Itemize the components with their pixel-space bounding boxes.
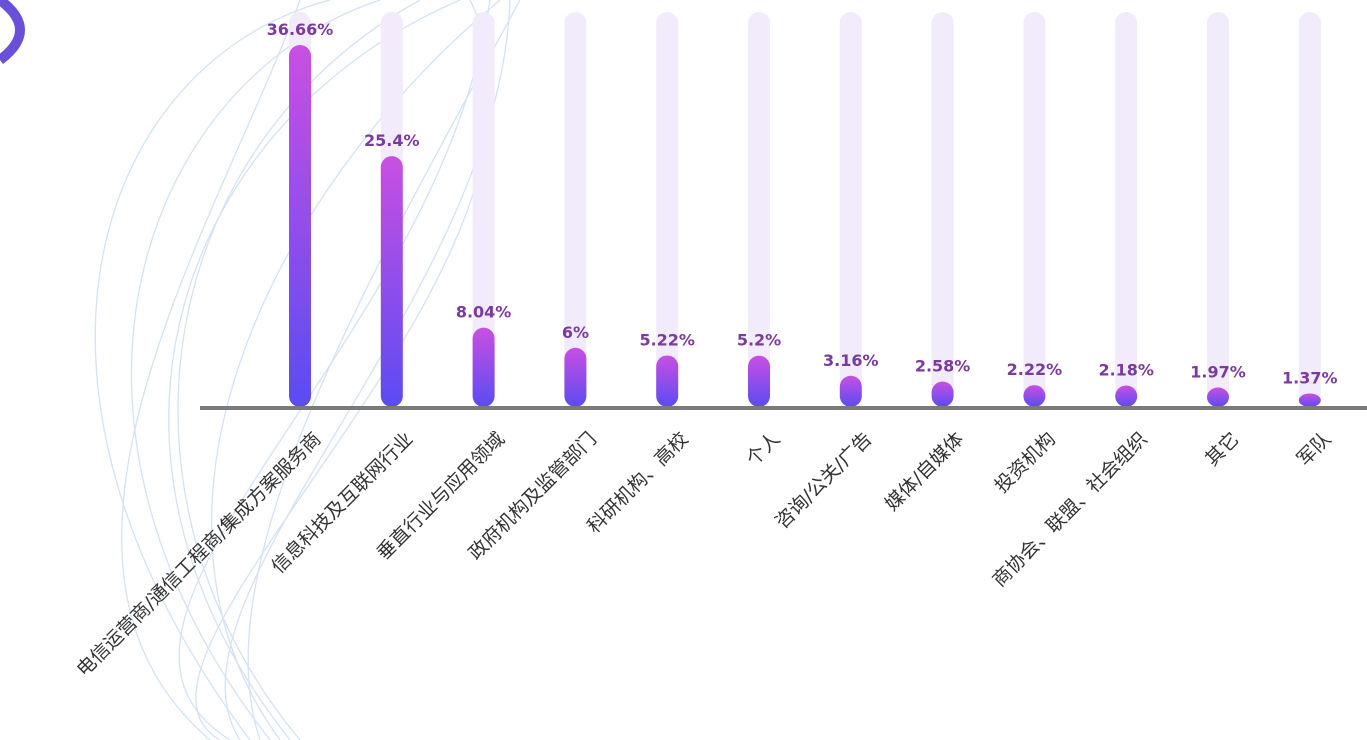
- bar: [656, 355, 679, 407]
- bar-track: [1023, 12, 1046, 407]
- bar-track: [656, 12, 679, 407]
- value-label: 5.2%: [737, 331, 781, 350]
- bar: [1023, 385, 1046, 407]
- value-label: 2.58%: [915, 357, 971, 376]
- bar: [1298, 393, 1321, 407]
- bar: [380, 156, 403, 407]
- bar: [1115, 385, 1138, 407]
- value-label: 2.18%: [1098, 360, 1154, 379]
- x-tick-label: 军队: [1293, 428, 1335, 470]
- value-label: 6%: [562, 323, 589, 342]
- bar-track: [1115, 12, 1138, 407]
- bar: [748, 355, 770, 407]
- bar-track: [1298, 12, 1321, 407]
- value-label: 25.4%: [364, 131, 420, 150]
- value-label: 2.22%: [1007, 360, 1063, 379]
- bar: [564, 347, 587, 407]
- value-label: 1.37%: [1282, 368, 1338, 387]
- bar: [289, 44, 311, 408]
- bar-track: [472, 12, 495, 407]
- value-label: 3.16%: [823, 351, 879, 370]
- x-tick-label: 商协会、联盟、社会组织: [988, 428, 1151, 591]
- bar: [839, 375, 862, 407]
- x-tick-label: 媒体/自媒体: [881, 428, 968, 515]
- bar-track: [564, 12, 587, 407]
- x-tick-label: 个人: [742, 428, 784, 470]
- value-label: 8.04%: [456, 303, 512, 322]
- x-tick-label: 咨询/公关/广告: [771, 428, 876, 533]
- bar-track: [748, 12, 770, 407]
- value-label: 36.66%: [267, 20, 334, 39]
- plot-area: 36.66%电信运营商/通信工程商/集成方案服务商25.4%信息科技及互联网行业…: [73, 12, 1338, 681]
- value-label: 1.97%: [1190, 363, 1246, 382]
- value-label: 5.22%: [639, 330, 695, 349]
- bar: [1207, 387, 1229, 407]
- bar: [931, 381, 954, 407]
- x-tick-label: 其它: [1201, 428, 1243, 470]
- bar-track: [1207, 12, 1229, 407]
- x-tick-label: 投资机构: [991, 428, 1060, 497]
- bar-track: [931, 12, 954, 407]
- decoration: [0, 0, 521, 740]
- bar-track: [839, 12, 862, 407]
- bar: [472, 327, 495, 407]
